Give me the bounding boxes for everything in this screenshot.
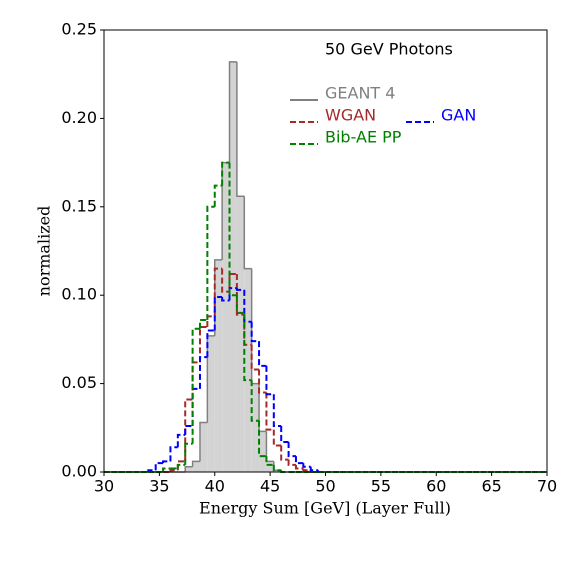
histogram-step bbox=[213, 267, 223, 317]
histogram-step bbox=[213, 295, 223, 331]
histogram-step bbox=[184, 425, 193, 435]
histogram-step bbox=[294, 464, 304, 470]
histogram-step bbox=[265, 392, 274, 431]
histogram-step bbox=[287, 459, 296, 466]
histogram-step bbox=[184, 398, 193, 462]
y-tick-label: 0.25 bbox=[61, 20, 97, 39]
histogram-step bbox=[228, 61, 237, 163]
histogram-step bbox=[169, 469, 178, 472]
y-tick-label: 0.15 bbox=[61, 196, 97, 215]
histogram-step bbox=[287, 441, 296, 458]
histogram-step bbox=[265, 365, 274, 396]
histogram-step bbox=[191, 327, 200, 444]
x-tick-label: 45 bbox=[260, 477, 280, 496]
y-tick-label: 0.10 bbox=[61, 285, 97, 304]
histogram-step bbox=[258, 383, 267, 433]
histogram-step bbox=[250, 344, 260, 371]
histogram-step bbox=[243, 312, 252, 382]
histogram-step bbox=[198, 318, 208, 329]
histogram-step bbox=[258, 420, 267, 458]
histogram-step bbox=[228, 272, 237, 292]
histogram-bar bbox=[273, 470, 282, 472]
histogram-step bbox=[213, 184, 223, 207]
histogram-step bbox=[206, 329, 215, 358]
histogram-step bbox=[250, 321, 260, 343]
histogram-step bbox=[184, 442, 193, 465]
histogram-step bbox=[250, 268, 260, 385]
histogram-bar bbox=[251, 383, 260, 472]
histogram-step bbox=[235, 295, 245, 314]
histogram-step bbox=[236, 61, 245, 197]
histogram-bar bbox=[207, 335, 215, 472]
histogram-step bbox=[191, 460, 200, 467]
chart-title: 50 GeV Photons bbox=[325, 40, 453, 59]
x-tick-label: 50 bbox=[315, 477, 335, 496]
histogram-bar bbox=[185, 466, 193, 472]
x-axis-label: Energy Sum [GeV] (Layer Full) bbox=[199, 499, 451, 518]
histogram-step bbox=[228, 162, 237, 297]
histogram-step bbox=[302, 468, 311, 472]
y-axis-label: normalized bbox=[35, 206, 54, 297]
histogram-step bbox=[169, 446, 178, 462]
histogram-step bbox=[243, 196, 252, 270]
histogram-bar bbox=[192, 461, 200, 472]
histogram-step bbox=[191, 387, 200, 427]
histogram-bar bbox=[266, 461, 274, 472]
legend-label: Bib-AE PP bbox=[325, 128, 402, 147]
histogram-step bbox=[272, 464, 282, 472]
legend-label: GAN bbox=[441, 106, 476, 125]
histogram-bar bbox=[199, 422, 208, 472]
histogram-step bbox=[273, 461, 282, 471]
histogram-step bbox=[294, 456, 304, 465]
histogram-bar bbox=[214, 259, 223, 472]
histogram-step bbox=[235, 288, 245, 291]
y-tick-label: 0.20 bbox=[61, 108, 97, 127]
x-tick-label: 30 bbox=[94, 477, 114, 496]
histogram-step bbox=[280, 426, 289, 443]
histogram-step bbox=[221, 296, 230, 302]
histogram-step bbox=[176, 433, 186, 448]
legend-label: WGAN bbox=[325, 106, 376, 125]
histogram-bar bbox=[229, 61, 237, 472]
histogram-bar bbox=[244, 268, 252, 472]
histogram-step bbox=[162, 467, 171, 472]
x-tick-label: 60 bbox=[426, 477, 446, 496]
histogram-step bbox=[265, 456, 274, 466]
histogram-step bbox=[228, 287, 237, 301]
histogram-bar bbox=[259, 431, 267, 472]
histogram-step bbox=[184, 465, 193, 472]
histogram-step bbox=[198, 326, 208, 363]
histogram-step bbox=[162, 460, 171, 464]
histogram-step bbox=[272, 429, 282, 447]
histogram-step bbox=[243, 289, 252, 323]
histogram-step bbox=[250, 380, 260, 422]
histogram-step bbox=[302, 463, 311, 468]
y-tick-label: 0.05 bbox=[61, 373, 97, 392]
histogram-step bbox=[265, 431, 274, 463]
histogram-step bbox=[272, 394, 282, 428]
y-tick-label: 0.00 bbox=[61, 462, 97, 481]
x-tick-label: 70 bbox=[537, 477, 557, 496]
histogram-step bbox=[258, 369, 267, 394]
histogram-step bbox=[191, 361, 200, 400]
legend-label: GEANT 4 bbox=[325, 84, 395, 103]
histogram-step bbox=[280, 445, 289, 461]
x-tick-label: 55 bbox=[371, 477, 391, 496]
x-tick-label: 65 bbox=[481, 477, 501, 496]
histogram-step bbox=[206, 205, 215, 320]
histogram-step bbox=[206, 315, 215, 328]
histogram-step bbox=[221, 161, 230, 186]
histogram-step bbox=[258, 341, 267, 367]
histogram-step bbox=[221, 268, 230, 293]
histogram-step bbox=[154, 462, 164, 471]
histogram-step bbox=[198, 356, 208, 389]
x-tick-label: 40 bbox=[205, 477, 225, 496]
histogram-bar bbox=[222, 162, 230, 472]
x-tick-label: 35 bbox=[149, 477, 169, 496]
histogram-step bbox=[309, 466, 319, 472]
histogram-step bbox=[176, 463, 186, 469]
histogram-step bbox=[199, 421, 208, 462]
histogram-bar bbox=[236, 196, 245, 472]
